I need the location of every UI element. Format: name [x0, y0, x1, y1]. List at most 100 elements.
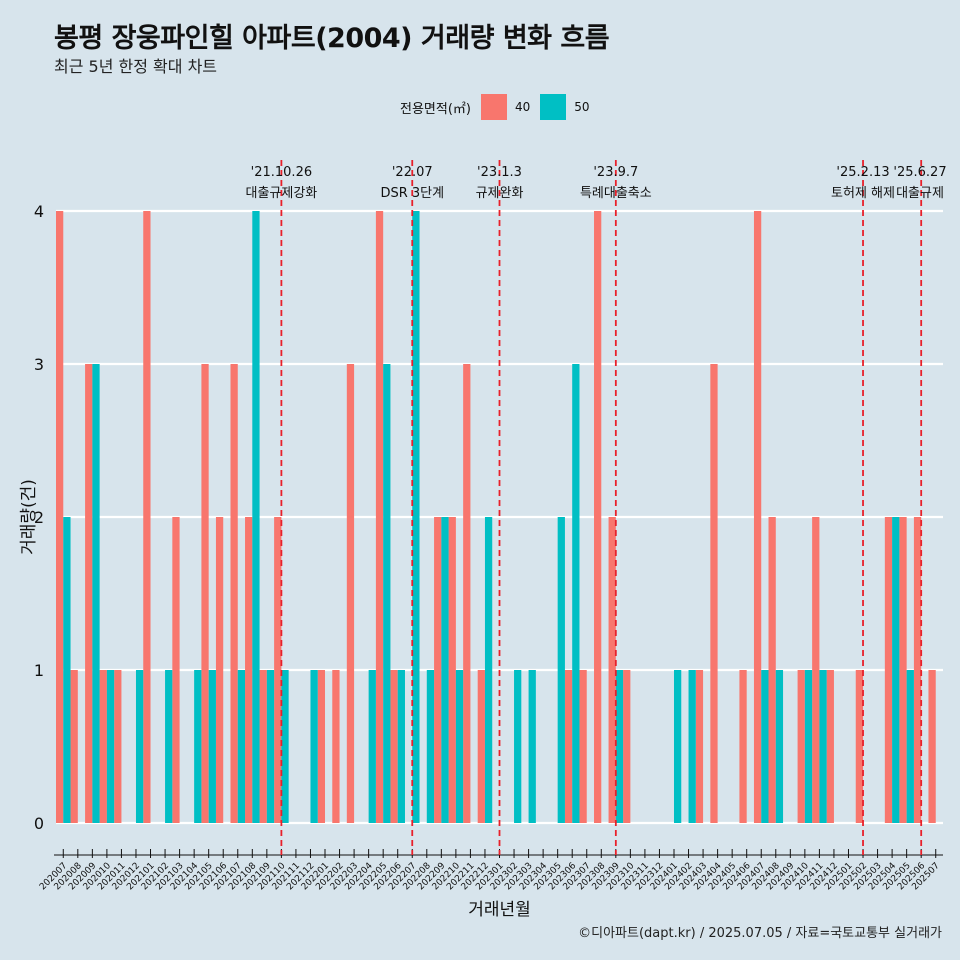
bar-40-202011	[114, 670, 122, 823]
y-axis-title: 거래량(건)	[19, 479, 39, 555]
bar-40-202404	[710, 364, 718, 823]
bar-50-202407	[761, 670, 769, 823]
bar-50-202112	[310, 670, 318, 823]
bar-40-202307	[579, 670, 587, 823]
legend-swatch-40	[480, 94, 507, 120]
bar-50-202104	[194, 670, 202, 823]
event-date-3: '23.9.7	[593, 165, 638, 180]
y-tick-label-0: 0	[34, 814, 44, 833]
bar-40-202008	[70, 670, 78, 823]
bar-40-202205	[375, 211, 384, 823]
bar-50-202110	[281, 670, 289, 823]
event-label-3: 특례대출축소	[580, 186, 652, 201]
bar-50-202205	[383, 364, 391, 823]
bar-40-202306	[564, 670, 573, 823]
bar-50-202210	[455, 670, 464, 823]
bar-40-202408	[768, 517, 776, 823]
bar-40-202103	[172, 517, 180, 823]
bar-40-202109	[259, 670, 267, 823]
bar-40-202407	[753, 211, 762, 823]
bar-40-202203	[346, 364, 355, 823]
bar-50-202408	[775, 670, 784, 823]
bar-40-202406	[739, 670, 747, 823]
x-axis-title: 거래년월	[468, 900, 531, 920]
event-label-5: 대출규제	[896, 186, 944, 201]
bar-50-202107	[237, 670, 246, 823]
bar-50-202504	[892, 517, 900, 823]
event-label-2: 규제완화	[476, 186, 524, 201]
y-tick-label-3: 3	[34, 355, 44, 374]
bar-40-202107	[230, 364, 238, 823]
bar-40-202502	[855, 670, 864, 823]
bar-40-202504	[884, 517, 893, 823]
event-label-0: 대출규제강화	[246, 186, 318, 201]
bar-40-202007	[56, 211, 64, 823]
bar-50-202306	[572, 364, 580, 823]
bar-40-202310	[623, 670, 631, 823]
event-label-1: DSR 3단계	[380, 186, 444, 201]
bar-40-202210	[448, 517, 456, 823]
bar-40-202410	[797, 670, 805, 823]
bar-50-202410	[804, 670, 813, 823]
bar-40-202206	[390, 670, 398, 823]
event-date-2: '23.1.3	[477, 165, 522, 180]
bar-50-202401	[673, 670, 682, 823]
legend: 전용면적(㎡) 40 50	[400, 93, 600, 121]
bar-40-202110	[274, 517, 282, 823]
bar-40-202201	[317, 670, 326, 823]
footer-credit: ©디아파트(dapt.kr) / 2025.07.05 / 자료=국토교통부 실…	[578, 926, 942, 941]
y-tick-label-1: 1	[34, 661, 44, 680]
bar-40-202101	[143, 211, 151, 823]
legend-label-50: 50	[574, 100, 590, 114]
legend-title: 전용면적(㎡)	[400, 101, 471, 117]
bar-40-202506	[913, 517, 922, 823]
bar-50-202012	[135, 670, 144, 823]
event-date-0: '21.10.26	[251, 165, 312, 180]
bar-50-202505	[906, 670, 914, 823]
bar-50-202207	[412, 211, 420, 823]
bar-50-202302	[514, 670, 522, 823]
legend-swatch-50	[540, 94, 567, 120]
legend-label-40: 40	[514, 100, 531, 114]
bar-40-202505	[899, 517, 907, 823]
event-date-5: '25.6.27	[893, 165, 946, 180]
bar-50-202009	[92, 364, 100, 823]
y-tick-label-4: 4	[34, 202, 44, 221]
bar-50-202411	[819, 670, 827, 823]
bar-40-202202	[332, 670, 340, 823]
bar-50-202204	[368, 670, 376, 823]
bar-40-202105	[201, 364, 209, 823]
bar-50-202102	[165, 670, 173, 823]
bar-50-202212	[484, 517, 493, 823]
bar-50-202305	[557, 517, 565, 823]
bar-40-202211	[463, 364, 471, 823]
chart-subtitle: 최근 5년 한정 확대 차트	[54, 57, 218, 76]
bar-40-202412	[826, 670, 834, 823]
bar-50-202108	[252, 211, 260, 823]
bar-40-202108	[245, 517, 253, 823]
event-label-4: 토허제 해제	[831, 186, 895, 201]
bar-40-202010	[99, 670, 107, 823]
bar-50-202109	[266, 670, 275, 823]
bar-40-202309	[608, 517, 616, 823]
bar-40-202507	[928, 670, 936, 823]
bar-40-202106	[215, 517, 224, 823]
bar-50-202309	[615, 670, 624, 823]
bar-40-202009	[85, 364, 93, 823]
bar-50-202208	[426, 670, 435, 823]
bar-40-202209	[434, 517, 442, 823]
bar-50-202206	[397, 670, 405, 823]
bar-40-202212	[477, 670, 485, 823]
event-date-1: '22.07	[392, 165, 433, 180]
bar-50-202105	[208, 670, 216, 823]
bar-40-202411	[812, 517, 820, 823]
event-date-4: '25.2.13	[836, 165, 889, 180]
bar-40-202403	[695, 670, 704, 823]
bar-50-202010	[106, 670, 115, 823]
bar-40-202308	[594, 211, 602, 823]
y-tick-label-2: 2	[34, 508, 44, 527]
bar-50-202402	[688, 670, 696, 823]
bar-50-202209	[441, 517, 449, 823]
bar-50-202303	[528, 670, 536, 823]
